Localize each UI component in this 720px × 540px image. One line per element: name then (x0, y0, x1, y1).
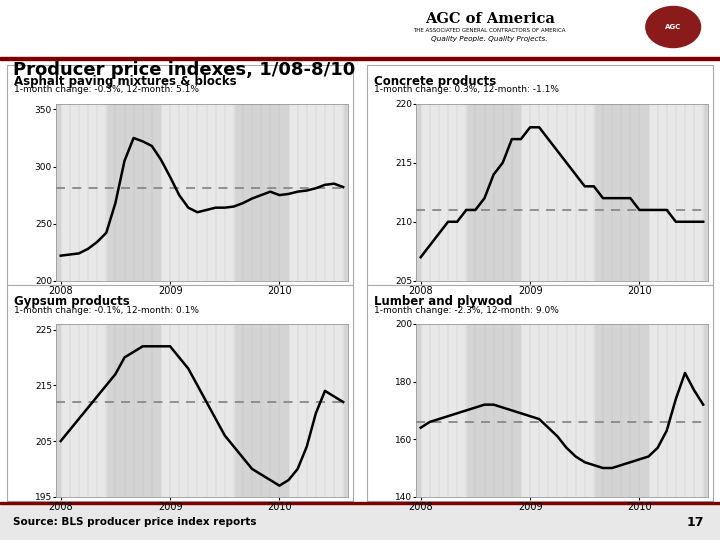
Text: 1-month change: -2.3%, 12-month: 9.0%: 1-month change: -2.3%, 12-month: 9.0% (374, 306, 559, 315)
Text: Producer price indexes, 1/08-8/10: Producer price indexes, 1/08-8/10 (13, 61, 355, 79)
Bar (0, 57, 720, 60)
Bar (161, 324, 234, 497)
Text: THE ASSOCIATED GENERAL CONTRACTORS OF AMERICA: THE ASSOCIATED GENERAL CONTRACTORS OF AM… (413, 28, 566, 33)
Text: Quality People. Quality Projects.: Quality People. Quality Projects. (431, 36, 548, 42)
Bar (0, 502, 720, 504)
Bar (649, 324, 703, 497)
Bar (289, 104, 343, 281)
Bar (0, 0, 720, 57)
Text: Concrete products: Concrete products (374, 75, 497, 87)
Bar (0, 504, 720, 540)
Text: AGC of America: AGC of America (425, 12, 554, 26)
Bar (420, 104, 467, 281)
Bar (420, 324, 467, 497)
Text: AGC: AGC (665, 24, 681, 30)
Bar (649, 104, 703, 281)
Bar (289, 324, 343, 497)
Text: Source: BLS producer price index reports: Source: BLS producer price index reports (13, 517, 256, 527)
Text: 1-month change: -0.1%, 12-month: 0.1%: 1-month change: -0.1%, 12-month: 0.1% (14, 306, 199, 315)
Circle shape (646, 6, 701, 48)
Text: 1-month change: -0.3%, 12-month: 5.1%: 1-month change: -0.3%, 12-month: 5.1% (14, 85, 199, 94)
Text: Lumber and plywood: Lumber and plywood (374, 295, 513, 308)
Bar (60, 104, 107, 281)
Bar (7, 65, 353, 285)
Bar (367, 285, 713, 501)
Bar (521, 104, 594, 281)
Bar (521, 324, 594, 497)
Bar (367, 65, 713, 285)
Text: Asphalt paving mixtures & blocks: Asphalt paving mixtures & blocks (14, 75, 237, 87)
Text: Gypsum products: Gypsum products (14, 295, 130, 308)
Bar (161, 104, 234, 281)
Bar (60, 324, 107, 497)
Text: 17: 17 (687, 516, 704, 529)
Bar (7, 285, 353, 501)
Text: 1-month change: 0.3%, 12-month: -1.1%: 1-month change: 0.3%, 12-month: -1.1% (374, 85, 559, 94)
